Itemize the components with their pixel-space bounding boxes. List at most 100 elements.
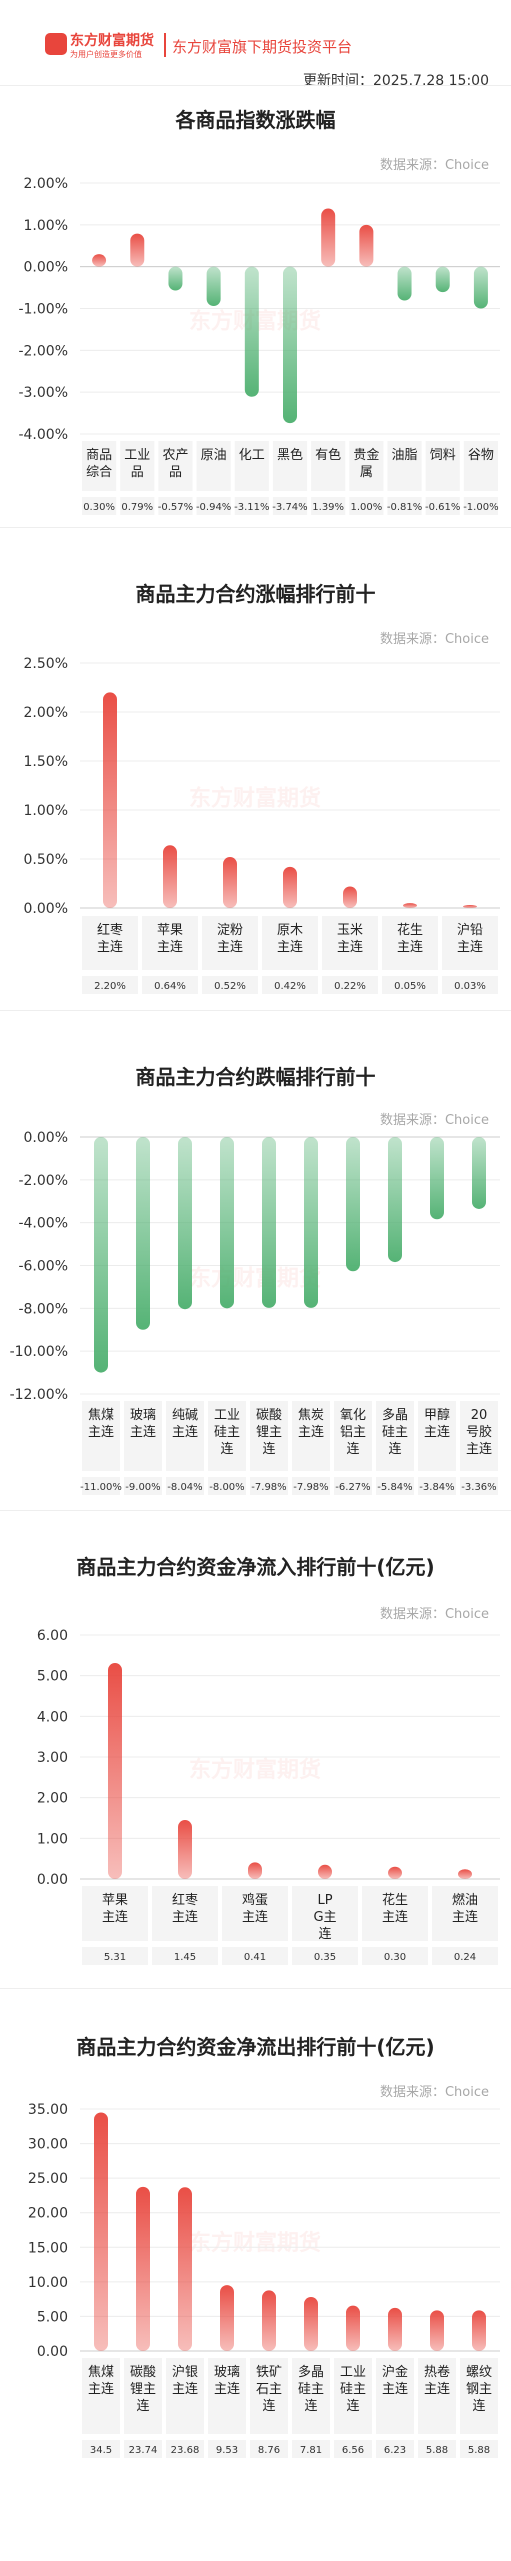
value-label: -3.36% xyxy=(461,1482,496,1493)
value-label: 34.5 xyxy=(90,2445,112,2456)
value-cell xyxy=(152,1947,218,1965)
y-tick-label: -2.00% xyxy=(18,1173,68,1189)
category-label: 花生 xyxy=(397,922,423,938)
category-cell xyxy=(262,916,318,970)
category-cell xyxy=(418,2358,456,2434)
chart-section-net-inflow: 商品主力合约资金净流入排行前十(亿元) 数据来源：Choice 东方财富期货 6.… xyxy=(0,1510,511,1989)
category-label: 主连 xyxy=(457,939,483,955)
category-label: 螺纹 xyxy=(466,2365,492,2380)
data-source: 数据来源：Choice xyxy=(379,632,489,647)
y-tick-label: -2.00% xyxy=(18,343,68,359)
value-cell xyxy=(196,497,231,515)
category-cell xyxy=(387,441,422,491)
value-label: 0.05% xyxy=(394,981,426,992)
bar xyxy=(472,1137,486,1209)
chart-section-top-losers: 商品主力合约跌幅排行前十 数据来源：Choice 东方财富期货 0.00% -2.0… xyxy=(0,1010,511,1511)
category-label: G主 xyxy=(313,1910,336,1925)
chart-section-net-outflow: 商品主力合约资金净流出排行前十(亿元) 数据来源：Choice 东方财富期货 35… xyxy=(0,1988,511,2561)
category-label: 主连 xyxy=(397,939,423,955)
y-tick-label: 35.00 xyxy=(28,2102,68,2118)
y-tick-label: 25.00 xyxy=(28,2171,68,2187)
header-divider xyxy=(164,33,166,57)
value-label: -0.61% xyxy=(425,502,460,513)
value-label: 5.31 xyxy=(104,1952,126,1963)
category-cell xyxy=(382,916,438,970)
category-label: 苹果 xyxy=(157,923,183,938)
category-label: 沪银 xyxy=(172,2364,198,2380)
bar xyxy=(136,2186,150,2351)
category-cell xyxy=(432,1886,498,1941)
bar xyxy=(458,1869,472,1879)
bar xyxy=(304,1137,318,1308)
category-label: 连 xyxy=(472,2398,485,2414)
category-label: 连 xyxy=(262,1441,275,1457)
bar xyxy=(388,2307,402,2351)
value-cell xyxy=(158,497,193,515)
bar xyxy=(163,845,177,908)
y-tick-label: -6.00% xyxy=(18,1259,68,1275)
category-label: 主连 xyxy=(88,1424,114,1440)
value-cell xyxy=(376,2440,414,2458)
value-label: 0.30 xyxy=(384,1952,406,1963)
category-label: 主连 xyxy=(298,1424,324,1440)
category-label: 工业 xyxy=(214,1408,240,1423)
value-label: -8.04% xyxy=(167,1482,202,1493)
category-label: 主连 xyxy=(337,939,363,955)
chart-top-losers: 东方财富期货 0.00% -2.00% -4.00% -6.00% -8.00% -10.0… xyxy=(10,1130,500,1495)
category-label: 硅主 xyxy=(298,2382,324,2397)
category-label: 贵金 xyxy=(353,447,379,463)
value-label: -11.00% xyxy=(80,1482,122,1493)
y-tick-label: 0.00% xyxy=(24,901,68,917)
category-label: 主连 xyxy=(130,1424,156,1440)
value-label: 5.88 xyxy=(468,2445,490,2456)
bar xyxy=(136,1137,150,1330)
bar xyxy=(359,224,374,267)
bar xyxy=(430,1137,444,1220)
value-label: 1.39% xyxy=(312,502,344,513)
y-tick-label: -3.00% xyxy=(18,385,68,401)
value-label: 2.20% xyxy=(94,981,126,992)
value-label: -0.94% xyxy=(196,502,231,513)
category-label: 主连 xyxy=(466,1441,492,1457)
category-label: 主连 xyxy=(424,2381,450,2397)
category-label: 热卷 xyxy=(424,2364,450,2380)
bar xyxy=(430,2310,444,2351)
category-label: 纯碱 xyxy=(172,1408,198,1423)
watermark-text: 东方财富期货 xyxy=(189,1266,321,1292)
category-label: 属 xyxy=(360,465,373,480)
category-cell xyxy=(82,1401,120,1471)
bar xyxy=(130,233,145,267)
value-label: 1.00% xyxy=(350,502,382,513)
value-label: 6.56 xyxy=(342,2445,364,2456)
value-cell xyxy=(334,2440,372,2458)
category-cell xyxy=(334,2358,372,2434)
y-tick-label: 0.50% xyxy=(24,852,68,868)
y-tick-label: -1.00% xyxy=(18,302,68,318)
value-cell xyxy=(250,2440,288,2458)
category-label: 甲醇 xyxy=(424,1407,450,1423)
category-label: 硅主 xyxy=(382,1425,408,1440)
bar xyxy=(262,1137,276,1308)
category-label: 品 xyxy=(131,465,144,480)
value-label: 0.64% xyxy=(154,981,186,992)
value-cell xyxy=(208,1477,246,1495)
category-label: 焦煤 xyxy=(88,2365,114,2380)
value-cell xyxy=(166,2440,204,2458)
category-label: 焦炭 xyxy=(298,1408,324,1423)
category-label: 铁矿 xyxy=(256,2365,282,2380)
value-label: -6.27% xyxy=(335,1482,370,1493)
chart-title: 商品主力合约资金净流出排行前十(亿元) xyxy=(76,2035,435,2059)
category-label: 连 xyxy=(304,2398,317,2414)
category-label: 原木 xyxy=(277,923,303,938)
category-label: 鸡蛋 xyxy=(242,1892,268,1908)
value-cell xyxy=(234,497,269,515)
category-cell xyxy=(362,1886,428,1941)
category-cell xyxy=(322,916,378,970)
category-label: 燃油 xyxy=(452,1892,478,1908)
value-label: -8.00% xyxy=(209,1482,244,1493)
bar xyxy=(94,1137,108,1373)
category-cell xyxy=(82,916,138,970)
category-cell xyxy=(196,441,231,491)
bar xyxy=(463,905,477,908)
category-cell xyxy=(272,441,308,491)
